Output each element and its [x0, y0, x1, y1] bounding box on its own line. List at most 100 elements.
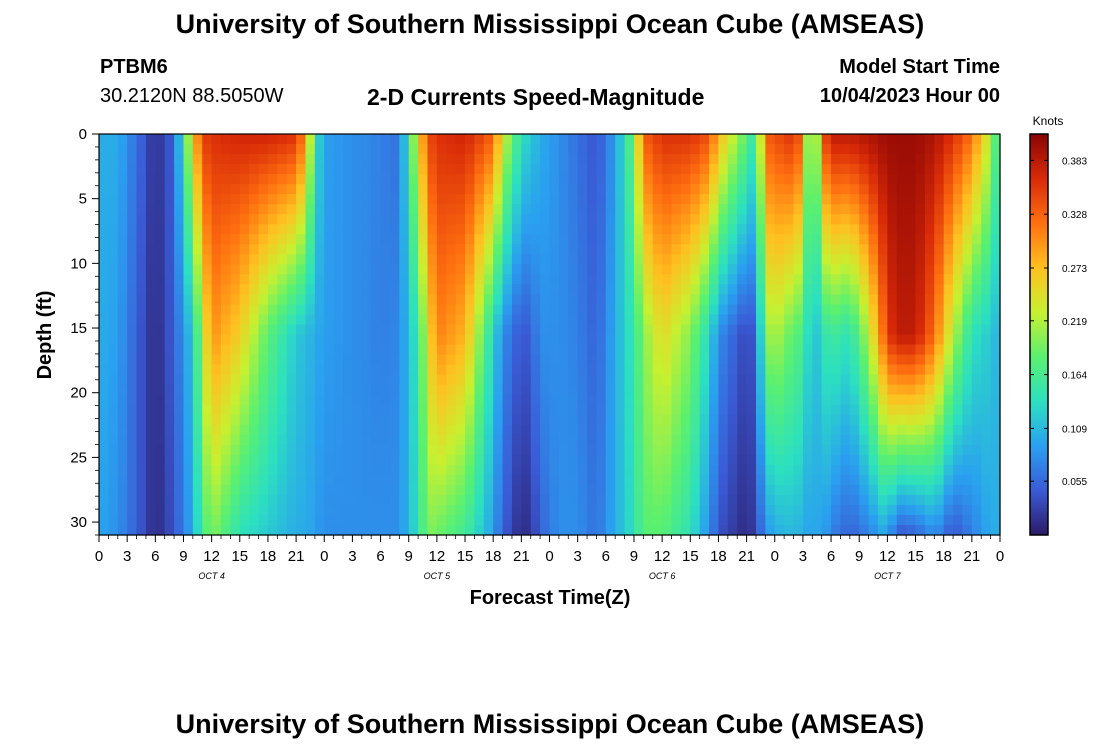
- heatmap-cell: [408, 494, 419, 506]
- heatmap-cell: [333, 154, 344, 165]
- heatmap-cell: [784, 224, 795, 235]
- heatmap-cell: [887, 154, 898, 165]
- heatmap-cell: [465, 374, 476, 386]
- heatmap-cell: [286, 434, 297, 446]
- heatmap-cell: [540, 274, 551, 285]
- heatmap-cell: [371, 274, 382, 285]
- heatmap-cell: [812, 424, 823, 436]
- heatmap-cell: [202, 234, 213, 245]
- heatmap-cell: [896, 404, 907, 416]
- heatmap-cell: [511, 324, 522, 336]
- heatmap-cell: [399, 414, 410, 426]
- heatmap-cell: [192, 164, 203, 175]
- heatmap-cell: [915, 294, 926, 306]
- heatmap-cell: [540, 234, 551, 245]
- heatmap-cell: [117, 234, 128, 245]
- heatmap-cell: [277, 474, 288, 486]
- x-tick-label: 18: [485, 548, 502, 565]
- heatmap-cell: [934, 164, 945, 175]
- heatmap-cell: [540, 334, 551, 346]
- heatmap-cell: [117, 174, 128, 185]
- heatmap-cell: [549, 204, 560, 215]
- heatmap-cell: [962, 324, 973, 336]
- heatmap-cell: [821, 424, 832, 436]
- heatmap-cell: [709, 524, 720, 536]
- heatmap-cell: [249, 504, 260, 516]
- heatmap-cell: [380, 164, 391, 175]
- heatmap-cell: [887, 224, 898, 235]
- heatmap-cell: [324, 494, 335, 506]
- heatmap-cell: [174, 154, 185, 165]
- heatmap-cell: [249, 264, 260, 275]
- heatmap-cell: [746, 294, 757, 306]
- heatmap-cell: [296, 504, 307, 516]
- heatmap-cell: [221, 524, 231, 536]
- heatmap-cell: [314, 194, 325, 205]
- heatmap-cell: [831, 404, 842, 416]
- heatmap-cell: [596, 134, 607, 145]
- heatmap-cell: [765, 314, 776, 326]
- heatmap-cell: [211, 384, 222, 396]
- heatmap-cell: [765, 214, 776, 225]
- heatmap-cell: [343, 504, 354, 516]
- heatmap-cell: [596, 284, 607, 295]
- heatmap-cell: [633, 454, 644, 466]
- heatmap-cell: [924, 454, 935, 466]
- heatmap-cell: [633, 384, 644, 396]
- heatmap-cell: [596, 164, 607, 175]
- heatmap-cell: [765, 354, 776, 366]
- heatmap-cell: [408, 444, 419, 456]
- heatmap-cell: [924, 354, 935, 366]
- heatmap-cell: [540, 324, 551, 336]
- heatmap-cell: [305, 224, 316, 235]
- heatmap-cell: [418, 234, 429, 245]
- heatmap-cell: [699, 464, 710, 476]
- heatmap-cell: [511, 264, 522, 275]
- heatmap-cell: [183, 264, 194, 275]
- heatmap-cell: [943, 414, 954, 426]
- heatmap-cell: [671, 264, 682, 275]
- heatmap-cell: [765, 484, 776, 496]
- heatmap-cell: [859, 504, 870, 516]
- heatmap-cell: [596, 324, 607, 336]
- heatmap-cell: [455, 504, 466, 516]
- heatmap-cell: [868, 224, 879, 235]
- heatmap-cell: [755, 394, 766, 406]
- heatmap-cell: [680, 204, 691, 215]
- heatmap-cell: [633, 514, 644, 526]
- heatmap-cell: [953, 204, 964, 215]
- heatmap-cell: [465, 294, 476, 306]
- heatmap-cell: [568, 354, 579, 366]
- heatmap-cell: [587, 374, 598, 386]
- x-tick-label: 6: [827, 548, 835, 565]
- heatmap-cell: [774, 144, 785, 155]
- heatmap-cell: [643, 134, 654, 145]
- heatmap-cell: [465, 314, 476, 326]
- heatmap-cell: [924, 214, 935, 225]
- heatmap-cell: [389, 414, 400, 426]
- heatmap-cell: [474, 204, 485, 215]
- colorbar-tick-label: 0.109: [1062, 424, 1087, 435]
- heatmap-cell: [671, 324, 682, 336]
- heatmap-cell: [990, 364, 1001, 376]
- heatmap-cell: [127, 524, 138, 536]
- heatmap-cell: [277, 244, 288, 255]
- heatmap-cell: [530, 214, 541, 225]
- heatmap-cell: [361, 484, 372, 496]
- heatmap-cell: [296, 144, 307, 155]
- heatmap-cell: [568, 294, 579, 306]
- heatmap-cell: [267, 254, 278, 265]
- heatmap-cell: [990, 314, 1001, 326]
- heatmap-cell: [633, 304, 644, 316]
- heatmap-cell: [821, 414, 832, 426]
- heatmap-cell: [221, 384, 231, 396]
- x-tick-label: 21: [513, 548, 530, 565]
- heatmap-cell: [662, 284, 673, 295]
- heatmap-cell: [183, 304, 194, 316]
- heatmap-cell: [117, 384, 128, 396]
- heatmap-cell: [511, 284, 522, 295]
- x-tick-label: 0: [95, 548, 103, 565]
- heatmap-cell: [352, 304, 363, 316]
- heatmap-cell: [690, 334, 701, 346]
- heatmap-cell: [286, 144, 297, 155]
